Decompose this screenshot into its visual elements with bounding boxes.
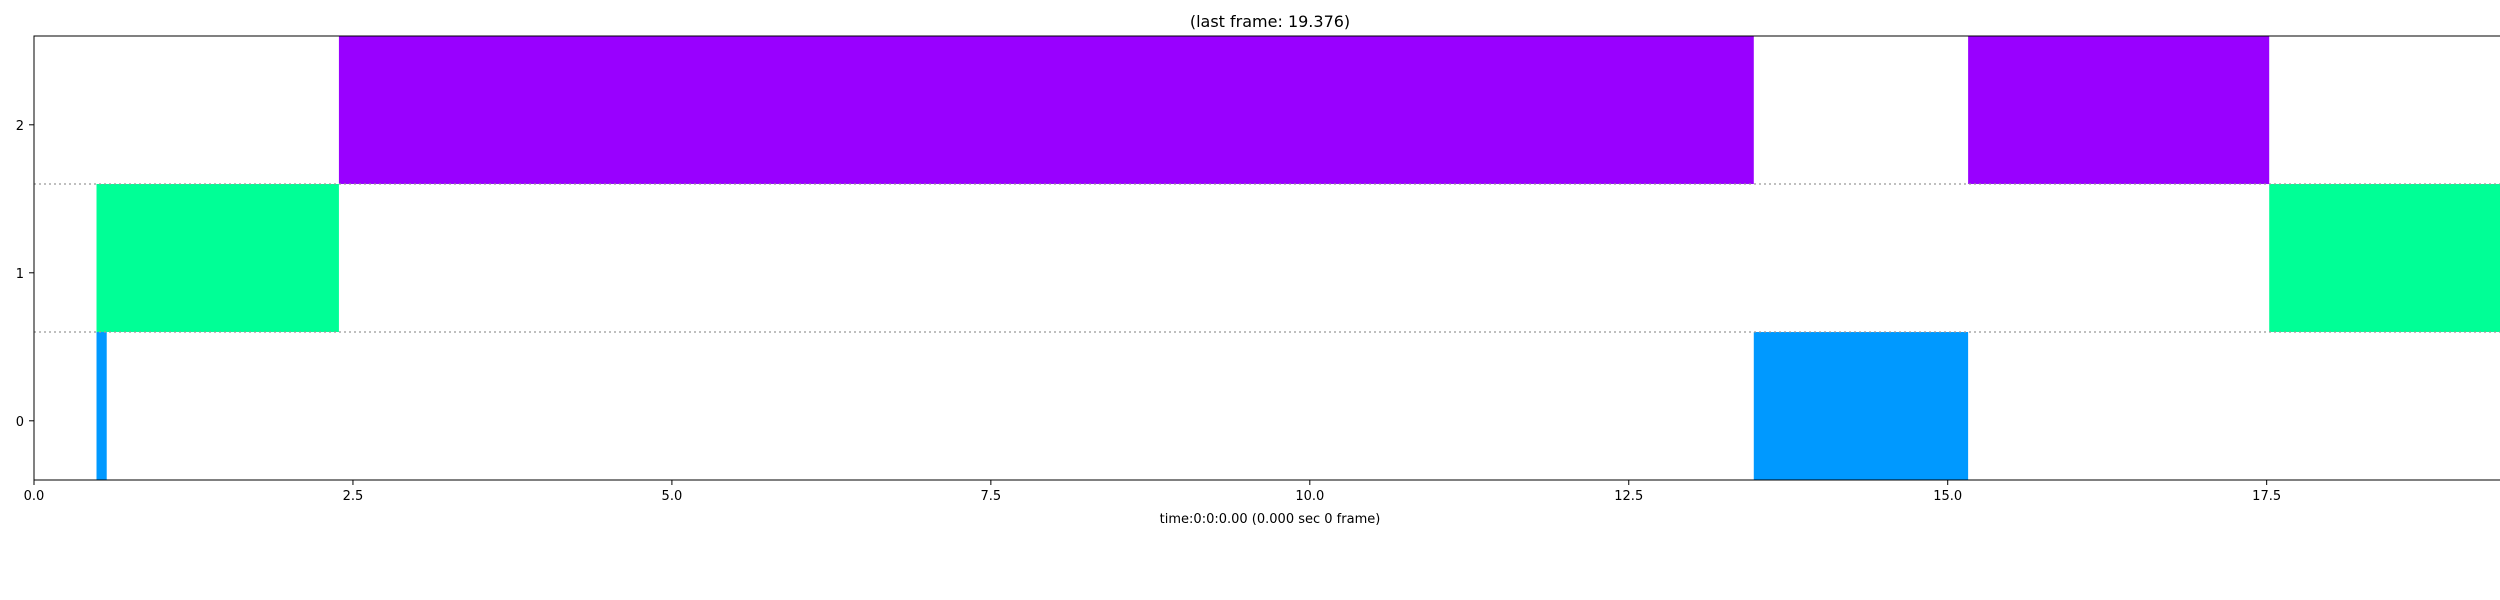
x-tick-label: 0.0	[24, 489, 45, 504]
segments-layer	[96, 36, 2500, 480]
y-tick-label: 0	[16, 415, 24, 430]
x-tick-label: 17.5	[2252, 489, 2281, 504]
y-tick-label: 1	[16, 267, 24, 282]
segment-bar	[2269, 184, 2500, 332]
segment-bar	[96, 184, 339, 332]
y-ticks: 0 1 2	[16, 119, 34, 430]
x-tick-label: 15.0	[1933, 489, 1962, 504]
segment-bar	[96, 332, 107, 480]
plot-frame	[33, 35, 2500, 481]
x-tick-label: 5.0	[662, 489, 683, 504]
x-ticks: 0.0 2.5 5.0 7.5 10.0 12.5 15.0 17.5	[24, 480, 2281, 504]
segment-bar	[1968, 36, 2270, 184]
x-tick-label: 10.0	[1295, 489, 1324, 504]
x-tick-label: 12.5	[1614, 489, 1643, 504]
y-tick-label: 2	[16, 119, 24, 134]
x-tick-label: 7.5	[981, 489, 1002, 504]
segment-bar	[338, 36, 1754, 184]
x-axis-label: time:0:0:0.00 (0.000 sec 0 frame)	[1160, 512, 1381, 527]
separators-layer	[34, 183, 2500, 333]
chart-title: (last frame: 19.376)	[1190, 12, 1350, 31]
segment-bar	[1753, 332, 1969, 480]
x-tick-label: 2.5	[343, 489, 364, 504]
